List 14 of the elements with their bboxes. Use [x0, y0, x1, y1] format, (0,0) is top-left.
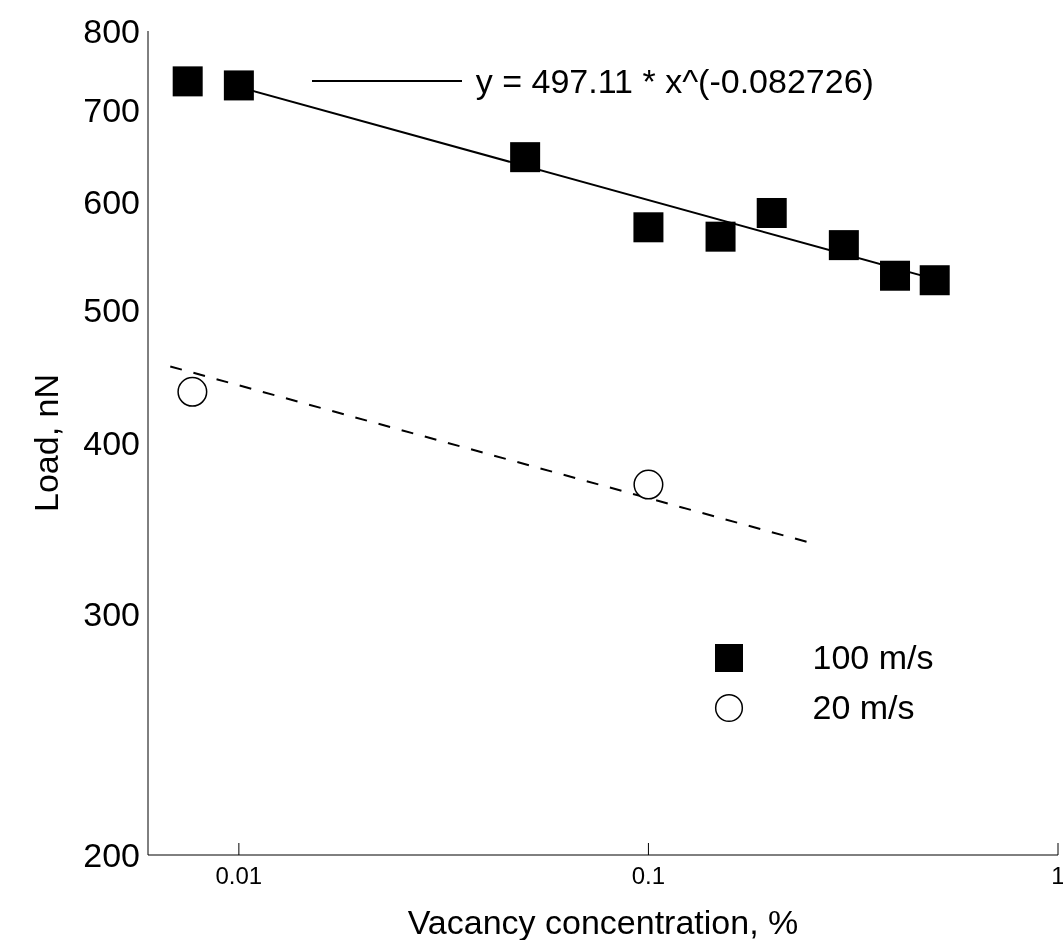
legend-label: 100 m/s: [812, 638, 934, 678]
y-tick-label: 700: [83, 91, 140, 130]
legend-label: y = 497.11 * x^(-0.082726): [475, 61, 874, 101]
x-tick-label: 0.01: [215, 862, 263, 890]
y-axis-title: Load, nN: [26, 374, 66, 512]
x-tick-label: 1: [1051, 862, 1063, 890]
y-tick-label: 800: [83, 12, 140, 51]
legend-label: 20 m/s: [812, 688, 915, 728]
y-tick-label: 200: [83, 836, 140, 875]
y-tick-label: 300: [83, 595, 140, 634]
y-tick-label: 400: [83, 424, 140, 463]
y-tick-label: 500: [83, 291, 140, 330]
y-tick-label: 600: [83, 183, 140, 222]
x-tick-label: 0.1: [631, 862, 666, 890]
